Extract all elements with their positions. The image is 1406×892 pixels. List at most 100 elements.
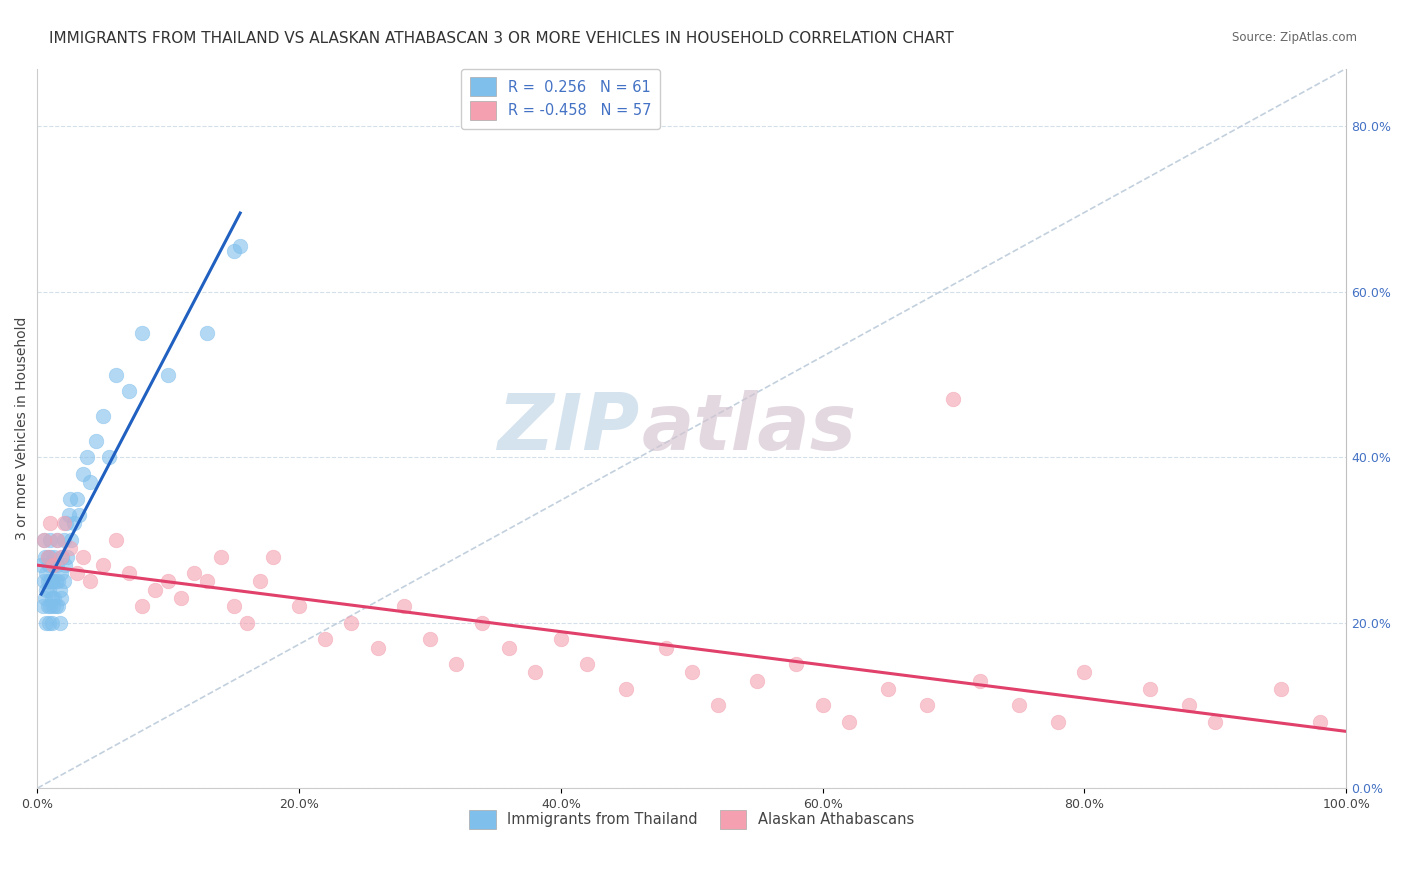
Point <box>49 566 72 580</box>
Point <box>1139 681 1161 696</box>
Point <box>498 640 520 655</box>
Point <box>576 657 599 672</box>
Point <box>59 491 82 506</box>
Point <box>1008 698 1031 713</box>
Point <box>79 574 101 589</box>
Point <box>131 326 153 341</box>
Point <box>42 558 65 572</box>
Point <box>131 599 153 614</box>
Point <box>183 566 205 580</box>
Text: ZIP: ZIP <box>498 391 640 467</box>
Point <box>35 615 58 630</box>
Point <box>46 574 69 589</box>
Point <box>39 549 62 564</box>
Point <box>37 549 59 564</box>
Point <box>45 599 67 614</box>
Point <box>37 574 59 589</box>
Point <box>235 615 257 630</box>
Point <box>419 632 441 647</box>
Point <box>44 549 66 564</box>
Point <box>747 673 769 688</box>
Point <box>63 516 86 531</box>
Point <box>942 392 965 407</box>
Point <box>32 533 55 547</box>
Point <box>48 615 70 630</box>
Point <box>654 640 676 655</box>
Point <box>65 566 87 580</box>
Point <box>229 239 252 253</box>
Point <box>35 566 58 580</box>
Point <box>340 615 363 630</box>
Point <box>471 615 494 630</box>
Point <box>38 615 60 630</box>
Point <box>209 549 232 564</box>
Point <box>34 591 56 605</box>
Point <box>76 450 98 465</box>
Point <box>39 516 62 531</box>
Point <box>550 632 572 647</box>
Point <box>681 665 703 680</box>
Point <box>969 673 991 688</box>
Point <box>91 558 114 572</box>
Y-axis label: 3 or more Vehicles in Household: 3 or more Vehicles in Household <box>15 317 30 540</box>
Point <box>32 533 55 547</box>
Point <box>444 657 467 672</box>
Point <box>1178 698 1201 713</box>
Point <box>838 714 860 729</box>
Point <box>614 681 637 696</box>
Text: IMMIGRANTS FROM THAILAND VS ALASKAN ATHABASCAN 3 OR MORE VEHICLES IN HOUSEHOLD C: IMMIGRANTS FROM THAILAND VS ALASKAN ATHA… <box>49 31 953 46</box>
Point <box>197 326 219 341</box>
Point <box>157 574 180 589</box>
Point <box>41 615 63 630</box>
Point <box>58 508 80 523</box>
Point <box>523 665 546 680</box>
Point <box>46 533 69 547</box>
Point <box>48 582 70 597</box>
Point <box>30 558 52 572</box>
Point <box>39 599 62 614</box>
Point <box>392 599 415 614</box>
Point <box>37 599 59 614</box>
Point <box>1073 665 1095 680</box>
Point <box>41 574 63 589</box>
Point <box>197 574 219 589</box>
Point <box>1270 681 1292 696</box>
Point <box>52 574 75 589</box>
Point <box>91 409 114 423</box>
Point <box>67 508 90 523</box>
Point <box>45 574 67 589</box>
Point <box>157 368 180 382</box>
Point <box>917 698 939 713</box>
Point <box>51 549 73 564</box>
Point <box>314 632 336 647</box>
Point <box>37 549 59 564</box>
Text: atlas: atlas <box>643 391 858 467</box>
Legend: Immigrants from Thailand, Alaskan Athabascans: Immigrants from Thailand, Alaskan Athaba… <box>464 805 920 835</box>
Point <box>39 533 62 547</box>
Point <box>707 698 730 713</box>
Point <box>42 574 65 589</box>
Point <box>60 533 83 547</box>
Point <box>52 516 75 531</box>
Point <box>1047 714 1070 729</box>
Point <box>41 591 63 605</box>
Point <box>59 541 82 556</box>
Point <box>65 491 87 506</box>
Point <box>785 657 807 672</box>
Point <box>1309 714 1331 729</box>
Point <box>72 549 94 564</box>
Point <box>35 582 58 597</box>
Point <box>38 558 60 572</box>
Point <box>98 450 121 465</box>
Point <box>79 475 101 489</box>
Point <box>249 574 271 589</box>
Point <box>104 368 127 382</box>
Point <box>49 591 72 605</box>
Point <box>72 467 94 481</box>
Point <box>222 244 245 258</box>
Point <box>143 582 166 597</box>
Point <box>1204 714 1226 729</box>
Text: Source: ZipAtlas.com: Source: ZipAtlas.com <box>1232 31 1357 45</box>
Point <box>46 533 69 547</box>
Point <box>84 434 107 448</box>
